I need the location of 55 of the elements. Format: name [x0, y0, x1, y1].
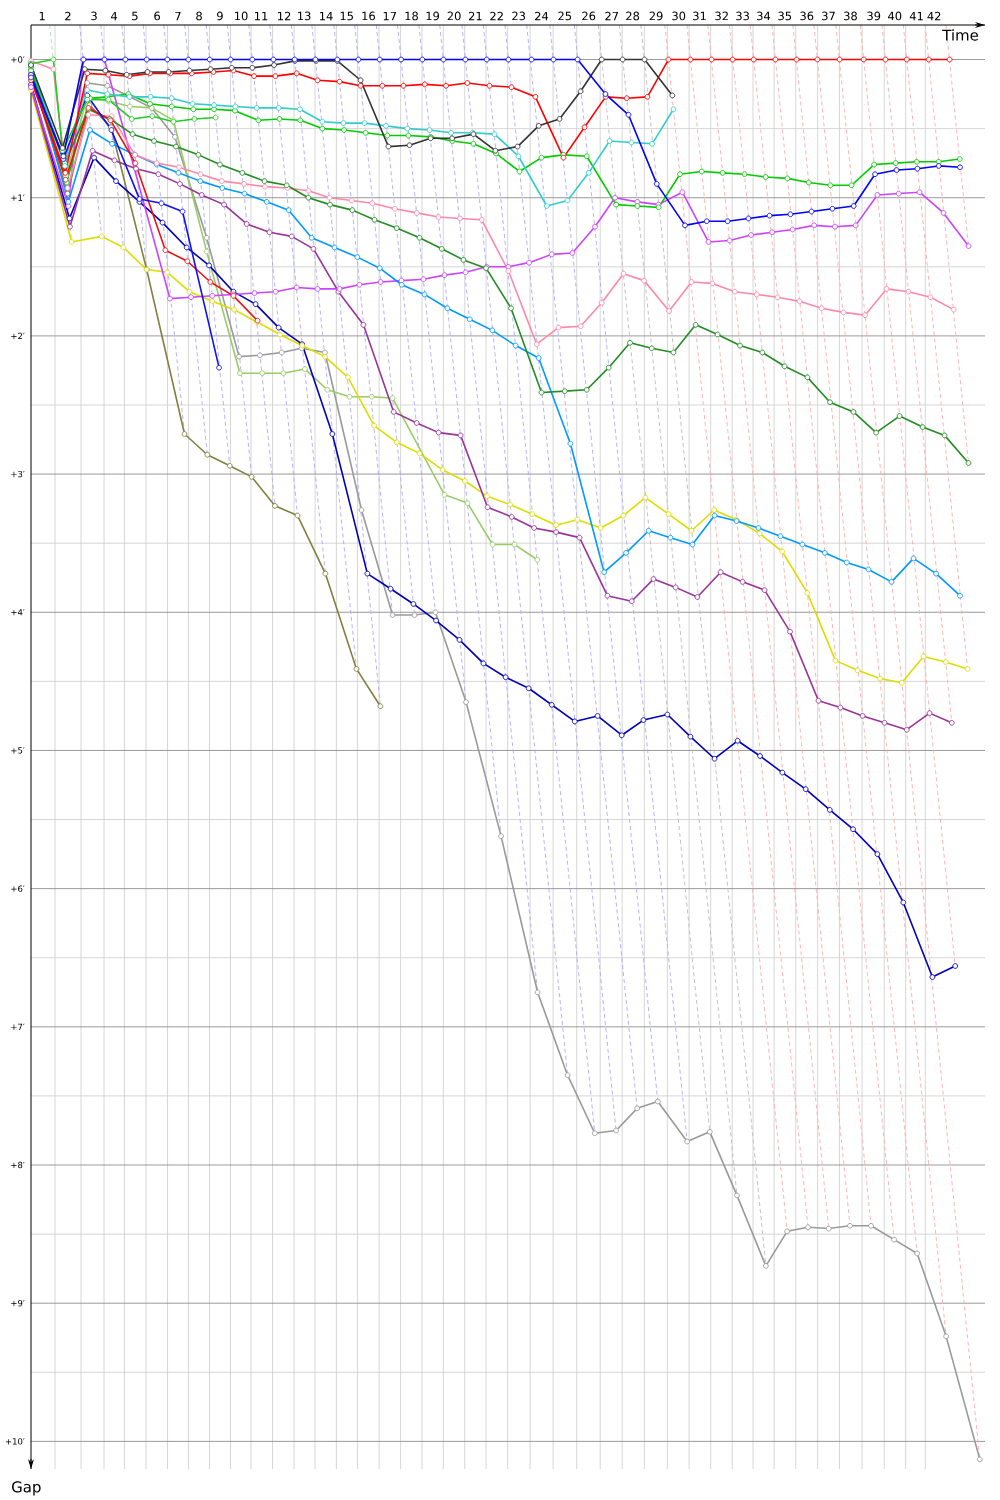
- y-tick-label: +3′: [11, 470, 25, 478]
- x-tick-label: 11: [255, 11, 268, 21]
- x-tick-label: 24: [535, 11, 549, 21]
- y-tick-label: +2′: [11, 332, 25, 340]
- x-tick-label: 10: [235, 11, 248, 21]
- y-tick-label: +7′: [11, 1023, 25, 1030]
- y-tick-label: +5′: [11, 747, 25, 754]
- x-tick-label: 12: [278, 11, 291, 21]
- x-tick-label: 26: [582, 11, 596, 21]
- x-tick-label: 29: [649, 11, 663, 21]
- x-tick-label: 41: [909, 11, 923, 21]
- y-tick-label: +8′: [11, 1161, 25, 1169]
- x-tick-label: 33: [736, 11, 749, 21]
- x-tick-label: 18: [405, 11, 418, 21]
- y-tick-label: +4′: [11, 609, 25, 616]
- x-tick-label: 27: [605, 11, 619, 21]
- x-tick-label: 17: [383, 11, 397, 21]
- x-tick-label: 25: [558, 11, 572, 21]
- x-tick-label: 35: [778, 11, 792, 21]
- x-tick-label: 2: [65, 11, 71, 21]
- x-tick-label: 13: [298, 11, 311, 21]
- x-tick-label: 22: [490, 11, 503, 21]
- x-tick-label: 14: [320, 11, 333, 21]
- x-tick-label: 39: [867, 11, 881, 21]
- x-tick-label: 3: [91, 11, 97, 21]
- y-axis-title: Gap: [12, 1481, 41, 1496]
- x-tick-label: 34: [757, 11, 771, 21]
- x-tick-label: 23: [512, 11, 526, 21]
- x-tick-label: 6: [154, 11, 161, 21]
- x-tick-label: 36: [800, 11, 814, 21]
- x-tick-label: 16: [362, 11, 375, 21]
- x-tick-label: 28: [626, 11, 640, 21]
- x-tick-label: 42: [927, 11, 941, 21]
- x-tick-label: 15: [340, 11, 353, 21]
- x-tick-label: 1: [39, 11, 45, 21]
- y-tick-label: +9′: [11, 1299, 25, 1307]
- x-axis-title: Time: [942, 29, 979, 41]
- x-tick-label: 37: [822, 11, 835, 21]
- x-tick-label: 7: [175, 11, 181, 21]
- x-tick-label: 38: [844, 11, 857, 21]
- x-tick-label: 21: [468, 11, 482, 21]
- x-tick-label: 40: [888, 11, 902, 21]
- x-tick-label: 19: [426, 11, 440, 21]
- x-tick-label: 31: [693, 11, 706, 21]
- y-tick-label: +10′: [5, 1438, 25, 1445]
- x-tick-label: 5: [132, 11, 138, 21]
- x-tick-label: 30: [672, 11, 686, 21]
- x-tick-label: 8: [196, 11, 202, 21]
- y-tick-label: +0′: [11, 56, 25, 63]
- x-tick-label: 20: [447, 11, 461, 21]
- x-tick-label: 9: [217, 11, 223, 21]
- x-tick-label: 32: [715, 11, 728, 21]
- y-tick-label: +6′: [11, 885, 25, 892]
- y-tick-label: +1′: [11, 194, 25, 201]
- x-tick-label: 4: [110, 11, 118, 21]
